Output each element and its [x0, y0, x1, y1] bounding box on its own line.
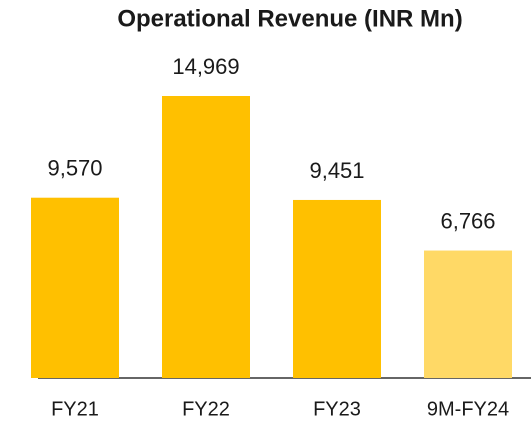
bar [31, 197, 119, 378]
x-tick-label: FY22 [182, 398, 230, 420]
chart-title: Operational Revenue (INR Mn) [117, 5, 462, 32]
value-label: 6,766 [440, 208, 495, 233]
value-label: 9,451 [309, 158, 364, 183]
x-tick-label: FY21 [51, 398, 99, 420]
x-tick-label: 9M-FY24 [427, 398, 509, 420]
bar [424, 250, 512, 378]
x-tick-label: FY23 [313, 398, 361, 420]
value-label: 14,969 [172, 54, 239, 79]
value-label: 9,570 [47, 156, 102, 181]
bar [162, 96, 250, 378]
bar [293, 199, 381, 378]
